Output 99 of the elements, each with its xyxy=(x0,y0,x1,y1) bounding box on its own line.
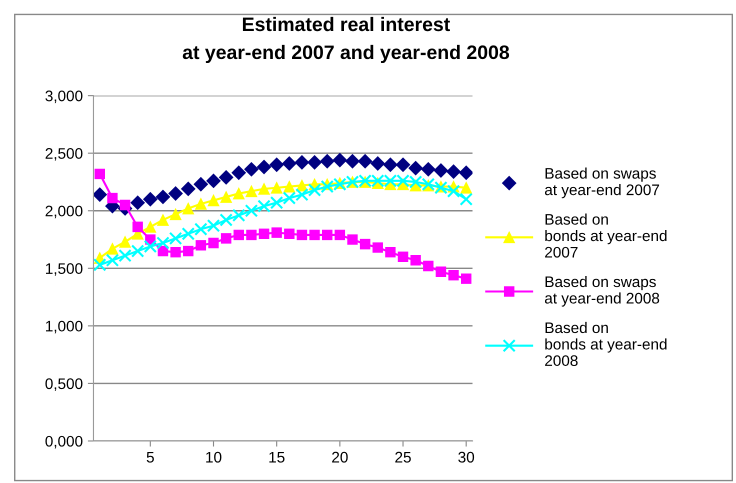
point xyxy=(170,246,181,258)
point xyxy=(246,185,258,198)
point xyxy=(436,266,446,277)
point xyxy=(131,244,144,258)
point xyxy=(372,242,383,253)
point xyxy=(218,170,234,185)
point xyxy=(119,236,131,248)
point xyxy=(168,186,183,201)
point xyxy=(144,220,156,233)
point xyxy=(168,232,182,245)
y-tick-label: 3,000 xyxy=(45,90,82,104)
point xyxy=(194,177,208,192)
point xyxy=(244,204,258,218)
point xyxy=(322,230,332,240)
point xyxy=(307,155,322,170)
point xyxy=(118,249,132,262)
point xyxy=(244,162,259,177)
point xyxy=(320,154,334,168)
point xyxy=(93,187,108,202)
point xyxy=(282,156,297,171)
point xyxy=(309,230,320,240)
point xyxy=(460,192,473,206)
x-tick-label: 20 xyxy=(332,452,348,463)
point xyxy=(106,254,120,267)
x-tick-label: 30 xyxy=(458,452,474,463)
point xyxy=(370,156,385,171)
point xyxy=(347,234,358,245)
point xyxy=(232,188,245,200)
point xyxy=(232,166,246,180)
point xyxy=(434,163,448,178)
point xyxy=(332,152,348,168)
x-tick-label: 25 xyxy=(395,452,411,463)
point xyxy=(143,192,158,206)
point xyxy=(460,182,472,194)
point xyxy=(458,166,473,180)
point xyxy=(421,162,436,177)
point xyxy=(182,227,195,240)
point xyxy=(107,192,118,204)
point xyxy=(232,208,246,222)
point xyxy=(120,200,130,210)
point xyxy=(423,260,434,272)
point xyxy=(196,240,206,250)
y-tick-label: 1,000 xyxy=(46,320,82,334)
point xyxy=(269,157,284,172)
point xyxy=(345,154,360,168)
y-tick-label: 2,000 xyxy=(46,206,82,218)
y-tick-label: 2,500 xyxy=(46,148,82,161)
y-tick-label: 1,500 xyxy=(46,263,82,276)
point xyxy=(182,202,194,214)
point xyxy=(130,195,145,210)
point xyxy=(156,190,170,204)
point xyxy=(385,246,396,258)
point xyxy=(460,273,472,284)
point xyxy=(220,191,232,203)
point xyxy=(358,154,372,168)
point xyxy=(208,194,220,206)
point xyxy=(258,228,270,239)
point xyxy=(360,238,370,250)
point xyxy=(258,182,270,195)
point xyxy=(234,230,244,240)
legend-label: Based on swaps at year-end 2007 xyxy=(544,168,660,198)
point xyxy=(220,213,233,227)
point xyxy=(170,208,182,220)
point xyxy=(284,228,295,239)
point xyxy=(296,230,308,240)
point xyxy=(106,242,118,255)
legend-label: Based on bonds at year-end 2008 xyxy=(545,322,666,366)
point xyxy=(194,198,207,210)
point xyxy=(396,157,410,172)
point xyxy=(283,180,296,192)
point xyxy=(246,230,257,240)
point xyxy=(132,222,143,232)
point xyxy=(208,238,219,248)
point xyxy=(270,182,283,194)
point xyxy=(157,214,169,226)
y-tick-label: 0,500 xyxy=(45,378,82,391)
point xyxy=(448,270,459,280)
point xyxy=(398,252,408,262)
point xyxy=(220,233,232,244)
point xyxy=(294,155,310,170)
chart-title: Estimated real interest at year-end 2007 and year-end 2008 xyxy=(182,16,510,64)
point xyxy=(410,255,421,266)
point xyxy=(94,168,105,180)
x-tick-label: 10 xyxy=(206,452,222,463)
legend-label: Based on bonds at year-end 2007 xyxy=(545,214,666,258)
point xyxy=(334,230,346,240)
point xyxy=(181,182,196,196)
point xyxy=(256,160,272,174)
y-tick-label: 0,000 xyxy=(45,436,82,448)
point xyxy=(383,157,398,172)
point xyxy=(408,160,423,176)
point xyxy=(93,258,106,272)
point xyxy=(446,164,461,179)
x-tick-label: 15 xyxy=(269,452,285,463)
point xyxy=(271,227,282,238)
point xyxy=(183,246,194,256)
legend-label: Based on swaps at year-end 2008 xyxy=(544,276,660,307)
point xyxy=(206,174,221,188)
x-tick-label: 5 xyxy=(146,452,154,463)
